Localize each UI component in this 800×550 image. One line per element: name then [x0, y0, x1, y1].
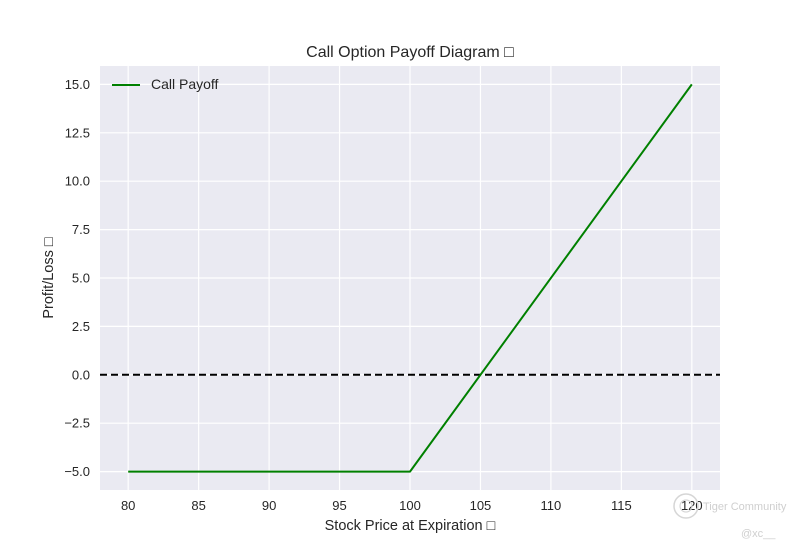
y-axis-ticks: −5.0 −2.5 0.0 2.5 5.0 7.5 10.0 12.5 15.0 — [64, 77, 90, 479]
y-tick-label: 12.5 — [65, 125, 90, 140]
y-tick-label: 0.0 — [72, 367, 90, 382]
legend: Call Payoff — [112, 76, 219, 92]
y-tick-label: 2.5 — [72, 319, 90, 334]
x-tick-label: 95 — [332, 498, 346, 513]
x-axis-label: Stock Price at Expiration □ — [325, 518, 496, 534]
watermark: Tiger Community @xc__ — [673, 493, 787, 540]
watermark-handle: @xc__ — [741, 528, 776, 540]
x-tick-label: 100 — [399, 498, 421, 513]
watermark-logo-icon — [673, 493, 699, 519]
y-tick-label: 15.0 — [65, 77, 90, 92]
y-tick-label: −2.5 — [64, 416, 90, 431]
x-tick-label: 110 — [541, 498, 562, 513]
series-line-call-payoff — [128, 83, 693, 473]
y-axis-label: Profit/Loss □ — [41, 237, 57, 319]
legend-label-call-payoff: Call Payoff — [151, 76, 219, 92]
y-tick-label: 10.0 — [65, 174, 90, 189]
y-tick-label: 7.5 — [72, 222, 90, 237]
x-tick-label: 85 — [191, 498, 205, 513]
series-layer — [100, 83, 720, 473]
x-tick-label: 90 — [262, 498, 276, 513]
y-tick-label: 5.0 — [72, 271, 90, 286]
x-tick-label: 115 — [611, 498, 632, 513]
y-tick-label: −5.0 — [64, 464, 90, 479]
chart-title: Call Option Payoff Diagram □ — [306, 44, 514, 61]
watermark-text: Tiger Community — [703, 501, 787, 513]
x-tick-label: 105 — [470, 498, 492, 513]
x-tick-label: 80 — [121, 498, 135, 513]
x-axis-ticks: 80 85 90 95 100 105 110 115 120 — [121, 498, 703, 513]
